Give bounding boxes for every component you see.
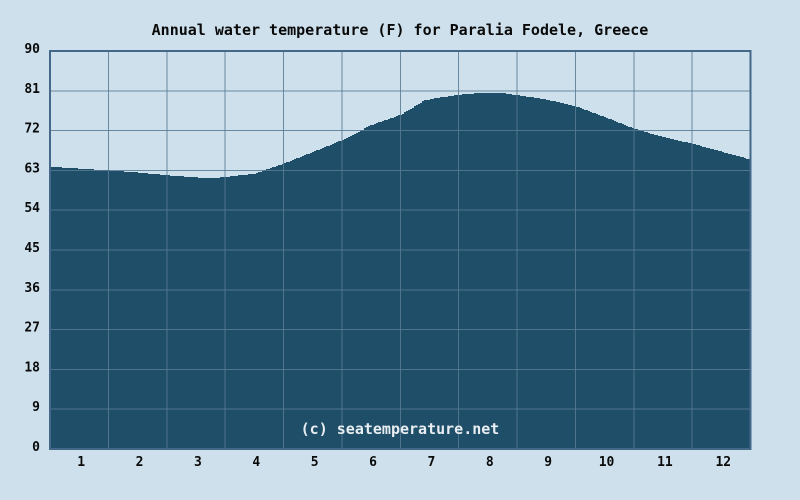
x-axis-tick-label: 2 — [136, 455, 144, 470]
x-axis-tick-label: 12 — [715, 455, 731, 470]
y-axis-tick-label: 0 — [32, 440, 40, 455]
y-axis-tick-label: 18 — [24, 360, 40, 375]
x-axis-tick-label: 10 — [599, 455, 615, 470]
x-axis-tick-label: 7 — [428, 455, 436, 470]
y-axis-tick-label: 9 — [32, 400, 40, 415]
watermark: (c) seatemperature.net — [300, 420, 500, 438]
x-axis-tick-label: 6 — [369, 455, 377, 470]
x-axis-tick-label: 8 — [486, 455, 494, 470]
x-axis-tick-label: 4 — [252, 455, 260, 470]
y-axis-tick-label: 90 — [24, 42, 40, 57]
x-axis-tick-label: 1 — [77, 455, 85, 470]
y-axis-tick-label: 72 — [24, 122, 40, 137]
plot-border — [49, 50, 752, 450]
x-axis-tick-label: 9 — [544, 455, 552, 470]
y-axis-tick-label: 36 — [24, 281, 40, 296]
x-axis-tick-label: 11 — [657, 455, 673, 470]
x-axis-tick-label: 5 — [311, 455, 319, 470]
y-axis-tick-label: 63 — [24, 161, 40, 176]
y-axis-tick-label: 54 — [24, 201, 40, 216]
x-axis-tick-label: 3 — [194, 455, 202, 470]
y-axis-tick-label: 81 — [24, 82, 40, 97]
chart-title: Annual water temperature (F) for Paralia… — [151, 21, 649, 39]
y-axis-tick-label: 45 — [24, 241, 40, 256]
y-axis-tick-label: 27 — [24, 321, 40, 336]
